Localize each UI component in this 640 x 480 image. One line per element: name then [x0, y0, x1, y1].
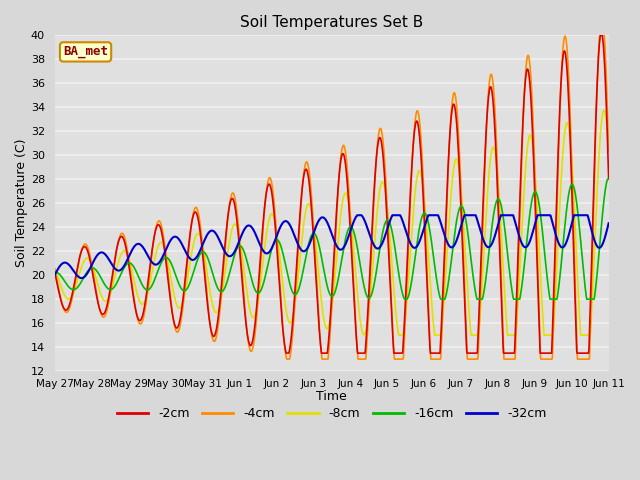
Y-axis label: Soil Temperature (C): Soil Temperature (C)	[15, 139, 28, 267]
Legend: -2cm, -4cm, -8cm, -16cm, -32cm: -2cm, -4cm, -8cm, -16cm, -32cm	[112, 402, 552, 425]
Title: Soil Temperatures Set B: Soil Temperatures Set B	[240, 15, 423, 30]
X-axis label: Time: Time	[316, 390, 347, 403]
Text: BA_met: BA_met	[63, 46, 108, 59]
